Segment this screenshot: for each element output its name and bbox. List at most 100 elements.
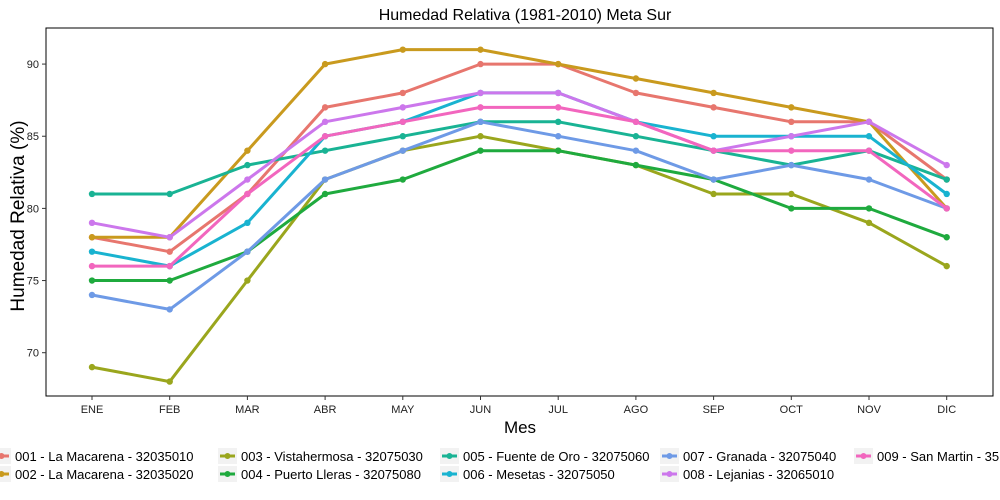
chart-title: Humedad Relativa (1981-2010) Meta Sur xyxy=(379,7,672,24)
data-point xyxy=(166,190,173,198)
legend-item: 003 - Vistahermosa - 32075030 xyxy=(218,448,423,464)
plot-border xyxy=(45,27,994,397)
series-line xyxy=(91,134,948,384)
data-point xyxy=(943,176,950,183)
legend-label: 008 - Lejanias - 32065010 xyxy=(683,467,834,482)
data-point xyxy=(788,190,795,198)
data-point xyxy=(632,161,640,169)
x-axis: ENE FEB MAR ABR MAY JUN JUL AGO SEP OCT NOV DIC xyxy=(81,396,956,416)
data-point xyxy=(399,176,406,183)
data-point xyxy=(632,147,640,154)
legend-item: 007 - Granada - 32075040 xyxy=(660,448,836,464)
x-tick-label: MAR xyxy=(235,404,260,416)
data-point xyxy=(399,46,406,53)
data-point xyxy=(166,378,173,385)
data-point xyxy=(710,104,717,111)
y-tick-label: 70 xyxy=(27,348,39,360)
data-point xyxy=(477,147,484,154)
plot-frame xyxy=(45,27,994,397)
x-tick-label: NOV xyxy=(857,404,882,416)
data-point xyxy=(555,60,562,68)
data-point xyxy=(710,147,717,154)
legend-key-point xyxy=(224,453,231,459)
legend-label: 001 - La Macarena - 32035010 xyxy=(15,449,194,464)
legend-item: 001 - La Macarena - 32035010 xyxy=(0,448,194,464)
series-group xyxy=(88,46,950,385)
series-line xyxy=(91,120,948,311)
data-point xyxy=(88,291,96,299)
data-point xyxy=(244,161,251,169)
data-point xyxy=(399,89,406,97)
x-tick-label: JUN xyxy=(470,404,491,416)
data-point xyxy=(788,147,795,154)
data-point xyxy=(865,118,873,126)
data-point xyxy=(788,133,795,140)
y-tick-label: 85 xyxy=(27,131,39,143)
series-9 xyxy=(88,104,950,270)
series-4 xyxy=(88,147,950,284)
data-point xyxy=(555,104,562,111)
data-point xyxy=(632,75,640,82)
legend: 001 - La Macarena - 32035010 002 - La Mac… xyxy=(0,448,999,482)
data-point xyxy=(321,147,329,154)
data-point xyxy=(943,234,950,241)
data-point xyxy=(710,133,717,140)
data-point xyxy=(477,60,484,68)
data-point xyxy=(477,46,484,53)
x-tick-label: SEP xyxy=(703,404,725,416)
series-line xyxy=(92,105,948,268)
legend-item: 002 - La Macarena - 32035020 xyxy=(0,466,194,482)
data-point xyxy=(166,262,173,270)
data-point xyxy=(477,104,484,111)
data-point xyxy=(555,133,562,140)
y-tick-label: 90 xyxy=(27,59,39,71)
data-point xyxy=(865,147,873,154)
legend-key-point xyxy=(446,471,453,477)
series-line xyxy=(91,91,948,239)
data-point xyxy=(788,161,795,169)
data-point xyxy=(710,89,717,97)
data-point xyxy=(321,60,329,68)
legend-key-point xyxy=(224,471,231,477)
data-point xyxy=(321,190,329,198)
x-tick-label: JUL xyxy=(548,404,568,416)
legend-item: 005 - Fuente de Oro - 32075060 xyxy=(440,448,649,464)
data-point xyxy=(788,205,795,212)
legend-key-point xyxy=(666,453,673,459)
data-point xyxy=(88,262,96,270)
y-tick-label: 75 xyxy=(27,276,39,288)
data-point xyxy=(865,133,873,140)
data-point xyxy=(943,161,950,169)
data-point xyxy=(244,248,251,255)
y-tick-label: 80 xyxy=(27,203,39,215)
data-point xyxy=(632,118,640,126)
data-point xyxy=(399,147,406,154)
x-tick-label: MAY xyxy=(391,404,415,416)
legend-key-point xyxy=(860,453,867,459)
data-point xyxy=(321,118,329,126)
legend-item: 008 - Lejanias - 32065010 xyxy=(660,466,834,482)
data-point xyxy=(632,133,640,140)
y-axis: 70 75 80 85 90 xyxy=(27,59,46,360)
data-point xyxy=(88,219,96,227)
legend-item: 004 - Puerto Lleras - 32075080 xyxy=(218,466,421,482)
data-point xyxy=(321,133,329,140)
series-line xyxy=(92,120,948,196)
legend-label: 005 - Fuente de Oro - 32075060 xyxy=(463,449,649,464)
data-point xyxy=(88,248,96,255)
data-point xyxy=(477,133,484,140)
data-point xyxy=(632,89,640,97)
data-point xyxy=(166,234,173,241)
data-point xyxy=(865,219,873,227)
data-point xyxy=(88,277,96,284)
data-point xyxy=(166,277,173,284)
data-point xyxy=(399,118,406,126)
series-line xyxy=(92,149,948,282)
data-point xyxy=(943,262,950,270)
data-point xyxy=(244,176,251,183)
legend-item: 009 - San Martin - 35 xyxy=(854,448,999,464)
data-point xyxy=(710,190,717,198)
legend-label: 006 - Mesetas - 32075050 xyxy=(463,467,615,482)
series-1 xyxy=(88,60,950,255)
